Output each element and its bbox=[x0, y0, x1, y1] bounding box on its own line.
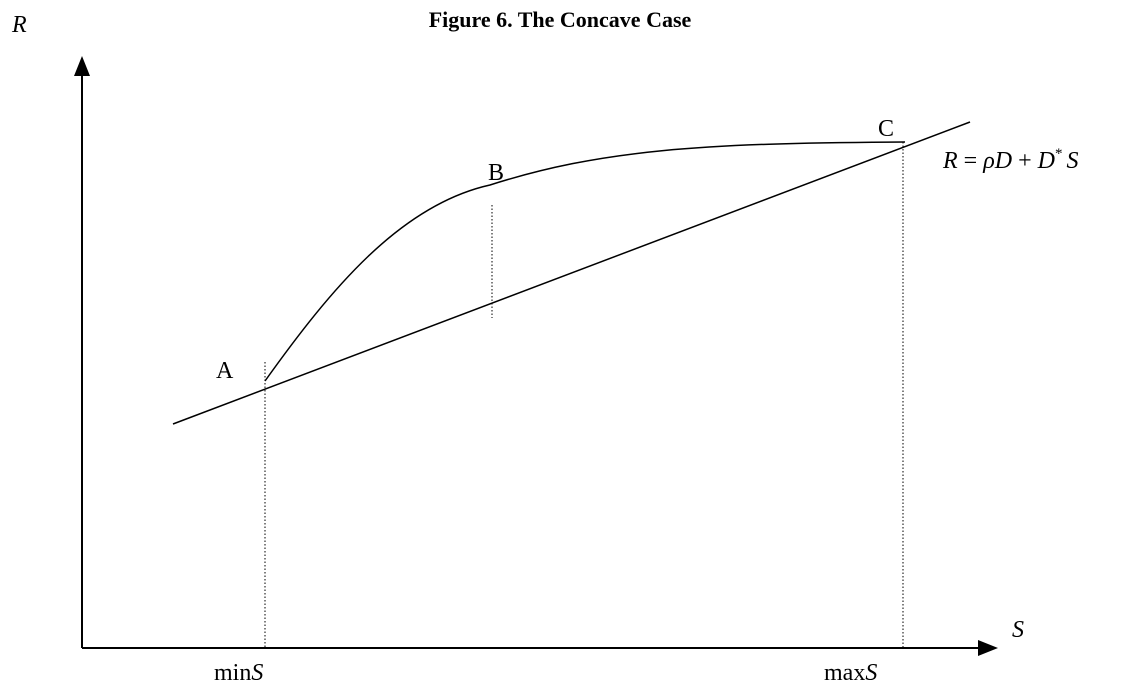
point-label: B bbox=[488, 160, 504, 186]
linear-line bbox=[172, 121, 971, 425]
point-label: C bbox=[878, 116, 894, 142]
x-axis-label: S bbox=[1012, 617, 1024, 643]
y-axis-label: R bbox=[11, 12, 27, 38]
concave-curve bbox=[264, 141, 906, 382]
y-arrow bbox=[74, 56, 90, 76]
eq-part: + bbox=[1012, 148, 1038, 174]
label-part: S bbox=[865, 660, 877, 686]
point-label: A bbox=[216, 358, 234, 384]
max-label: maxS bbox=[824, 660, 877, 686]
label-part: max bbox=[824, 660, 865, 686]
eq-part: = bbox=[958, 148, 984, 174]
min-label: minS bbox=[214, 660, 263, 686]
label-part: S bbox=[251, 660, 263, 686]
label-part: min bbox=[214, 660, 251, 686]
equation: R = ρD + D* S bbox=[942, 146, 1078, 174]
guides bbox=[264, 142, 904, 648]
title: Figure 6. The Concave Case bbox=[429, 7, 692, 32]
eq-part: S bbox=[1066, 148, 1078, 174]
eq-part: ρD bbox=[982, 148, 1012, 174]
eq-part: D bbox=[1037, 148, 1055, 174]
x-arrow bbox=[978, 640, 998, 656]
eq-part: R bbox=[942, 148, 958, 174]
axes bbox=[81, 72, 985, 649]
eq-part: * bbox=[1055, 146, 1063, 162]
